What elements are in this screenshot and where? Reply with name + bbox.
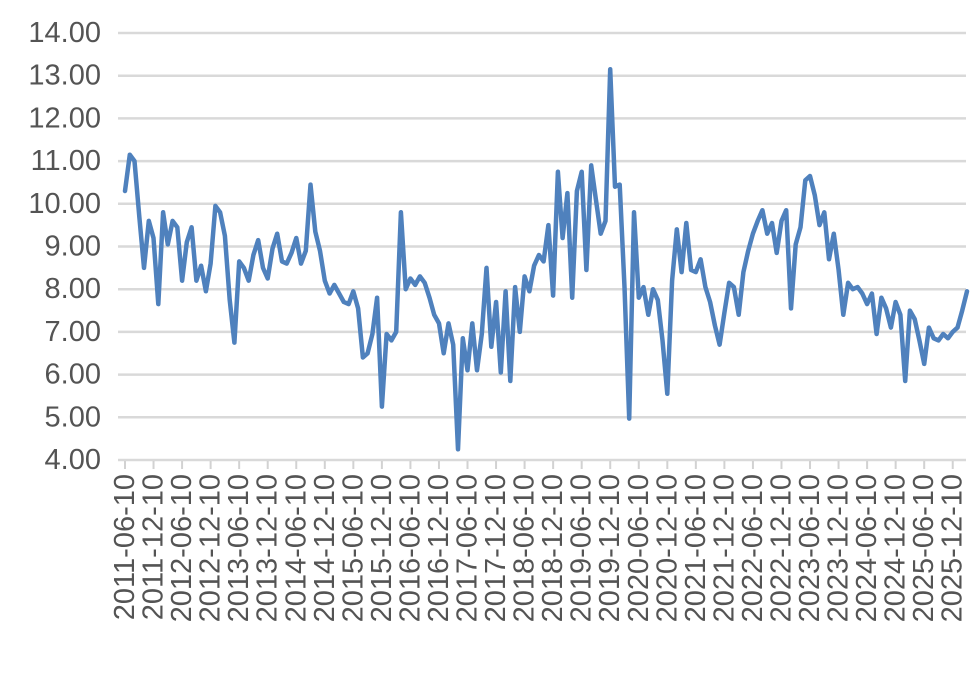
x-axis-tick-label: 2023-12-10 [823, 474, 855, 622]
x-axis-tick-label: 2025-06-10 [908, 474, 940, 622]
x-axis-tick-label: 2013-12-10 [252, 474, 284, 622]
y-axis-tick-label: 14.00 [28, 17, 101, 49]
x-axis-tick-label: 2019-06-10 [566, 474, 598, 622]
x-axis-tick-label: 2024-12-10 [880, 474, 912, 622]
y-axis-tick-label: 11.00 [31, 145, 101, 177]
y-axis-labels-group: 14.00 13.00 12.00 11.00 10.00 9.00 8.00 7.00 6.0… [28, 17, 101, 476]
x-axis-tick-label: 2025-12-10 [937, 474, 969, 622]
gridlines-group [118, 31, 966, 462]
x-axis-tick-label: 2011-12-10 [138, 474, 170, 620]
x-axis-tick-label: 2011-06-10 [109, 474, 141, 620]
y-axis-tick-label: 6.00 [45, 359, 101, 391]
x-axis-tick-label: 2016-06-10 [394, 474, 426, 622]
x-axis-tick-label: 2015-06-10 [337, 474, 369, 622]
y-axis-tick-label: 9.00 [45, 231, 101, 263]
x-axis-tick-label: 2024-06-10 [851, 474, 883, 622]
y-axis-tick-label: 7.00 [45, 316, 101, 348]
data-series-line [122, 67, 970, 452]
x-axis-tick-label: 2016-12-10 [423, 474, 455, 622]
x-axis-tick-label: 2022-06-10 [737, 474, 769, 622]
x-axis-tick-label: 2014-12-10 [309, 474, 341, 622]
x-axis-tick-label: 2020-12-10 [651, 474, 683, 622]
x-axis-tick-label: 2013-06-10 [223, 474, 255, 622]
x-axis-tick-label: 2021-12-10 [708, 474, 740, 622]
x-axis-tick-label: 2014-06-10 [280, 474, 312, 622]
x-axis-tick-label: 2018-06-10 [509, 474, 541, 622]
x-axis-tick-label: 2023-06-10 [794, 474, 826, 622]
x-axis-tick-label: 2012-06-10 [166, 474, 198, 622]
y-axis-tick-label: 5.00 [45, 401, 101, 433]
x-axis-tick-label: 2017-12-10 [480, 474, 512, 622]
y-axis-tick-label: 4.00 [45, 444, 101, 476]
x-axis-tick-label: 2017-06-10 [452, 474, 484, 622]
x-axis-tick-label: 2018-12-10 [537, 474, 569, 622]
y-axis-tick-label: 8.00 [45, 273, 101, 305]
x-axis-tick-label: 2020-06-10 [623, 474, 655, 622]
x-tick-marks-group [124, 461, 954, 469]
x-axis-tick-label: 2021-06-10 [680, 474, 712, 622]
y-axis-tick-label: 10.00 [28, 188, 101, 220]
x-axis-tick-label: 2012-12-10 [195, 474, 227, 622]
x-axis-tick-label: 2015-12-10 [366, 474, 398, 622]
data-series-group [122, 67, 970, 452]
y-axis-tick-label: 13.00 [28, 60, 101, 92]
x-axis-labels-group: 2011-06-102011-12-102012-06-102012-12-10… [109, 474, 969, 622]
x-axis-tick-label: 2019-12-10 [594, 474, 626, 622]
x-axis-tick-label: 2022-12-10 [765, 474, 797, 622]
y-axis-tick-label: 12.00 [28, 102, 101, 134]
